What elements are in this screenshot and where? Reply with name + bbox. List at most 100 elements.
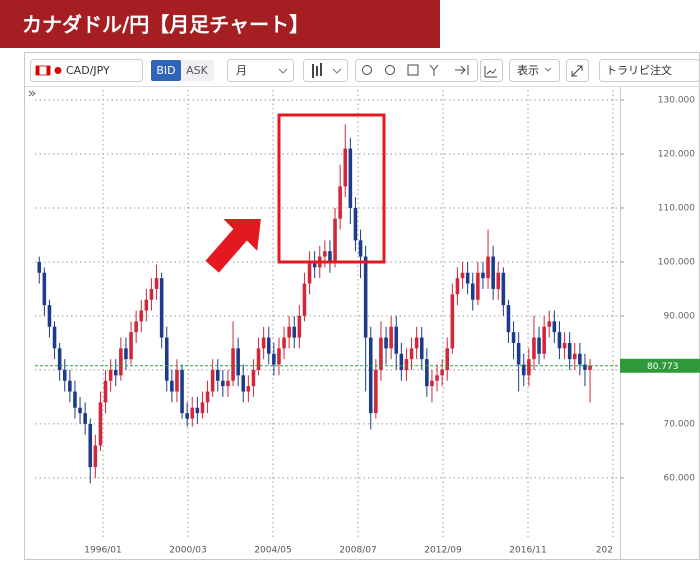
y-icon[interactable] [429,64,439,76]
jump-icon[interactable] [455,65,469,75]
candle-body [440,369,444,376]
candle-body [455,278,460,295]
period: 月 [236,64,247,77]
candle-body [195,407,200,414]
candle-body [481,272,485,279]
symbol-select[interactable] [30,59,143,82]
candle-body [501,272,506,306]
candle-body [47,305,52,327]
candle-body [572,353,577,360]
candle-body [129,332,133,360]
y-tick-label: 130.000 [658,95,695,105]
candle-body [450,294,455,349]
candle-body [445,348,450,370]
candle-body [149,288,154,300]
candle-body [312,261,317,268]
candle-body [205,391,210,403]
candle-body [185,413,189,419]
candle-body [139,310,144,322]
y-tick-label: 110.000 [658,203,695,213]
candle-body [404,359,409,370]
period-select[interactable] [227,59,294,82]
display: 表示 [517,63,539,77]
candle-body [124,348,128,360]
x-tick-label: 2008/07 [339,546,376,556]
display-button[interactable] [509,59,560,82]
candle-body [282,337,286,349]
dropdown-icon [544,67,552,72]
zoom-in[interactable] [362,65,372,75]
symbol: CAD/JPY [66,64,110,77]
chart-frame [24,52,700,560]
candle-body [88,423,93,468]
candle-body [348,148,353,208]
candle-body [552,321,557,333]
x-tick-label: 2012/09 [424,546,462,556]
candle-body [516,342,521,365]
candle-body [42,272,47,306]
candle-body [83,413,87,424]
x-tick-label: 2016/11 [509,546,546,556]
current-price-box [620,358,700,373]
highlight-box [277,113,386,264]
x-tick-label: 2004/05 [254,546,291,556]
candle-body [164,337,169,381]
ask-button[interactable] [181,60,214,81]
flag [36,66,40,75]
candle-body [419,337,424,360]
candle-body [389,326,393,349]
candle-body [272,353,276,365]
candle-body [98,402,103,446]
candle-body [226,380,230,387]
candle-body [103,380,108,403]
candle-body [246,386,251,392]
bid-button[interactable] [151,60,181,81]
candle-body [119,348,123,376]
candle-body [93,445,98,468]
candle-body [399,353,404,370]
candle-body [221,380,225,387]
fit-icon[interactable] [407,64,419,76]
indicator-button[interactable] [480,59,503,82]
candle-body [134,321,138,333]
bid-label: BID [156,64,175,77]
candle-body [430,380,434,387]
candle-body [180,369,184,414]
candle-body [486,256,490,279]
x-tick-label: 2000/03 [169,546,206,556]
toolbar: CAD/JPY BID ASK 月 表示 トラリピ注文 [30,59,700,82]
candle-body [302,283,307,316]
candle-body [236,348,240,376]
flag [46,66,50,75]
candle-body [542,326,546,354]
candle-body [532,337,536,360]
candle-body [521,364,526,376]
zoom-out[interactable] [385,65,395,75]
order: トラリピ注文 [606,63,672,77]
candle-body [470,283,475,300]
candle-body [175,369,179,392]
candle-body [476,272,480,300]
candle-body [277,348,281,365]
expand-icon[interactable] [28,90,36,97]
candle-body [409,348,414,360]
candle-body [588,365,592,370]
candle-body [333,218,337,262]
candle-body [190,407,195,419]
candle-body [511,332,516,343]
candle-body [578,353,582,365]
x-tick-label: 202 [596,546,613,556]
candle-body [73,391,77,408]
candle-body [159,278,164,338]
candle-body [465,272,470,284]
candle-body [363,256,368,338]
chart-type-select[interactable] [303,59,348,82]
y-tick-label: 100.000 [658,257,695,267]
candle-body [425,359,429,387]
candle-body [394,326,399,354]
candle-body [537,337,541,354]
candle-body [144,299,149,311]
candle-body [328,251,332,262]
candle-body [231,348,235,381]
